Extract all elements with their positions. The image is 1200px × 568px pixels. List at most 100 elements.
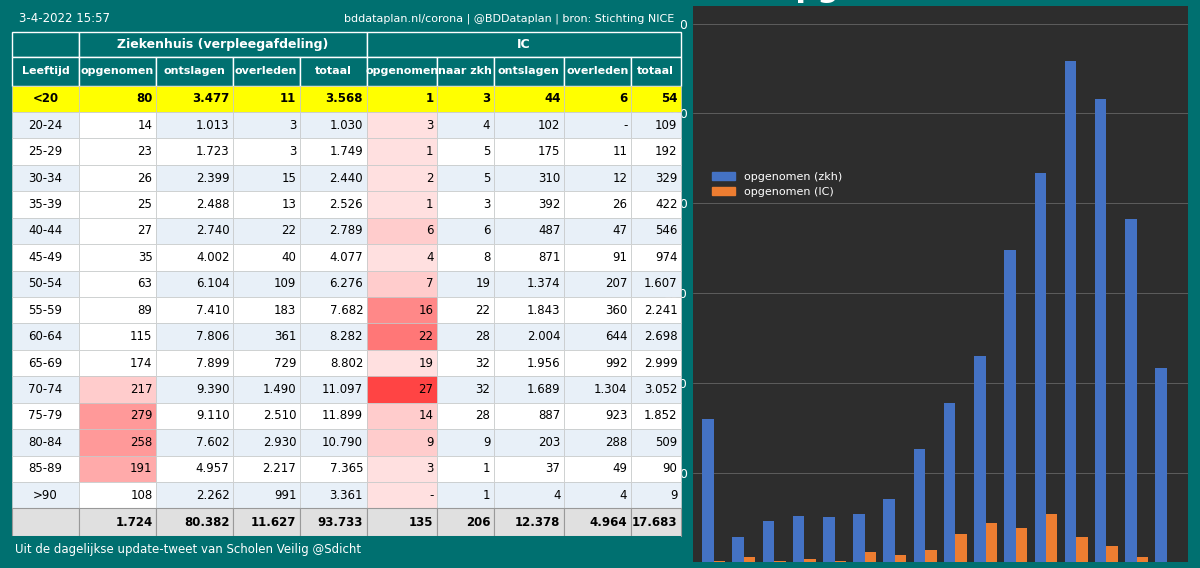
Bar (631, 350, 680, 376)
Bar (955, 533, 967, 562)
Text: 75-79: 75-79 (29, 410, 62, 423)
Bar (714, 561, 725, 562)
Bar (156, 139, 233, 165)
Text: 47: 47 (612, 224, 628, 237)
Bar (493, 218, 564, 244)
Text: 109: 109 (274, 277, 296, 290)
Bar (493, 244, 564, 270)
Bar (564, 218, 631, 244)
Text: Ziekenhuis (verpleegafdeling): Ziekenhuis (verpleegafdeling) (118, 38, 329, 51)
Bar (12, 139, 79, 165)
Text: 991: 991 (274, 488, 296, 502)
Bar (300, 139, 366, 165)
Bar (79, 429, 156, 456)
Text: 1.723: 1.723 (196, 145, 229, 158)
Bar (564, 191, 631, 218)
Text: 207: 207 (605, 277, 628, 290)
Bar (156, 165, 233, 191)
Text: 4.957: 4.957 (196, 462, 229, 475)
Bar (493, 350, 564, 376)
Bar (564, 86, 631, 112)
Text: 6: 6 (482, 224, 491, 237)
Text: 2.510: 2.510 (263, 410, 296, 423)
Text: 7.682: 7.682 (330, 304, 364, 316)
Text: 174: 174 (130, 357, 152, 370)
Text: overleden: overleden (566, 66, 629, 76)
Bar (493, 112, 564, 139)
Text: 22: 22 (419, 330, 433, 343)
Bar (564, 112, 631, 139)
Bar (631, 482, 680, 508)
Bar (631, 57, 680, 86)
Bar (12, 429, 79, 456)
Bar (12, 6, 680, 32)
Text: 3: 3 (482, 198, 491, 211)
Bar (12, 191, 79, 218)
Bar (156, 297, 233, 323)
Bar (12, 57, 680, 86)
Text: ontslagen: ontslagen (498, 66, 559, 76)
Bar (1126, 219, 1136, 562)
Text: 80-84: 80-84 (29, 436, 62, 449)
Bar (437, 429, 493, 456)
Text: -: - (623, 119, 628, 132)
Bar (300, 218, 366, 244)
Bar (12, 456, 79, 482)
Bar (233, 191, 300, 218)
Text: 45-49: 45-49 (29, 251, 62, 264)
Text: 329: 329 (655, 172, 678, 185)
Text: Uit de dagelijkse update-tweet van Scholen Veilig @Sdicht: Uit de dagelijkse update-tweet van Schol… (16, 542, 361, 556)
Text: 63: 63 (138, 277, 152, 290)
Bar (300, 57, 366, 86)
Bar (300, 86, 366, 112)
Bar (79, 403, 156, 429)
Text: 9: 9 (426, 436, 433, 449)
Text: totaal: totaal (637, 66, 674, 76)
Text: 5: 5 (482, 172, 491, 185)
Bar (564, 429, 631, 456)
Bar (366, 32, 680, 57)
Text: 974: 974 (655, 251, 678, 264)
Bar (493, 86, 564, 112)
Text: 1.013: 1.013 (196, 119, 229, 132)
Bar (366, 139, 437, 165)
Text: 923: 923 (605, 410, 628, 423)
Text: bddataplan.nl/corona | @BDDataplan | bron: Stichting NICE: bddataplan.nl/corona | @BDDataplan | bro… (344, 14, 674, 24)
Bar (493, 270, 564, 297)
Bar (300, 482, 366, 508)
Text: 28: 28 (475, 410, 491, 423)
Bar (631, 297, 680, 323)
Text: 2.789: 2.789 (330, 224, 364, 237)
Text: 3.361: 3.361 (330, 488, 364, 502)
Text: 258: 258 (131, 436, 152, 449)
Text: 360: 360 (605, 304, 628, 316)
Text: 6: 6 (619, 92, 628, 105)
Bar (631, 139, 680, 165)
Bar (631, 191, 680, 218)
Bar (437, 350, 493, 376)
Bar (366, 482, 437, 508)
Text: 3.052: 3.052 (644, 383, 678, 396)
Text: 30-34: 30-34 (29, 172, 62, 185)
Bar (79, 456, 156, 482)
Text: 1.689: 1.689 (527, 383, 560, 396)
Text: 23: 23 (138, 145, 152, 158)
Bar (437, 57, 493, 86)
Text: 35-39: 35-39 (29, 198, 62, 211)
Bar (493, 139, 564, 165)
Bar (804, 559, 816, 562)
Text: 644: 644 (605, 330, 628, 343)
Text: 3: 3 (289, 119, 296, 132)
Bar (493, 376, 564, 403)
Text: 19: 19 (475, 277, 491, 290)
Text: ontslagen: ontslagen (163, 66, 226, 76)
Text: 91: 91 (612, 251, 628, 264)
Text: 10.790: 10.790 (322, 436, 364, 449)
Text: 7.365: 7.365 (330, 462, 364, 475)
Bar (437, 191, 493, 218)
Bar (1076, 537, 1087, 562)
Bar (366, 244, 437, 270)
Text: 20-24: 20-24 (29, 119, 62, 132)
Bar (12, 323, 79, 350)
Text: 2.262: 2.262 (196, 488, 229, 502)
